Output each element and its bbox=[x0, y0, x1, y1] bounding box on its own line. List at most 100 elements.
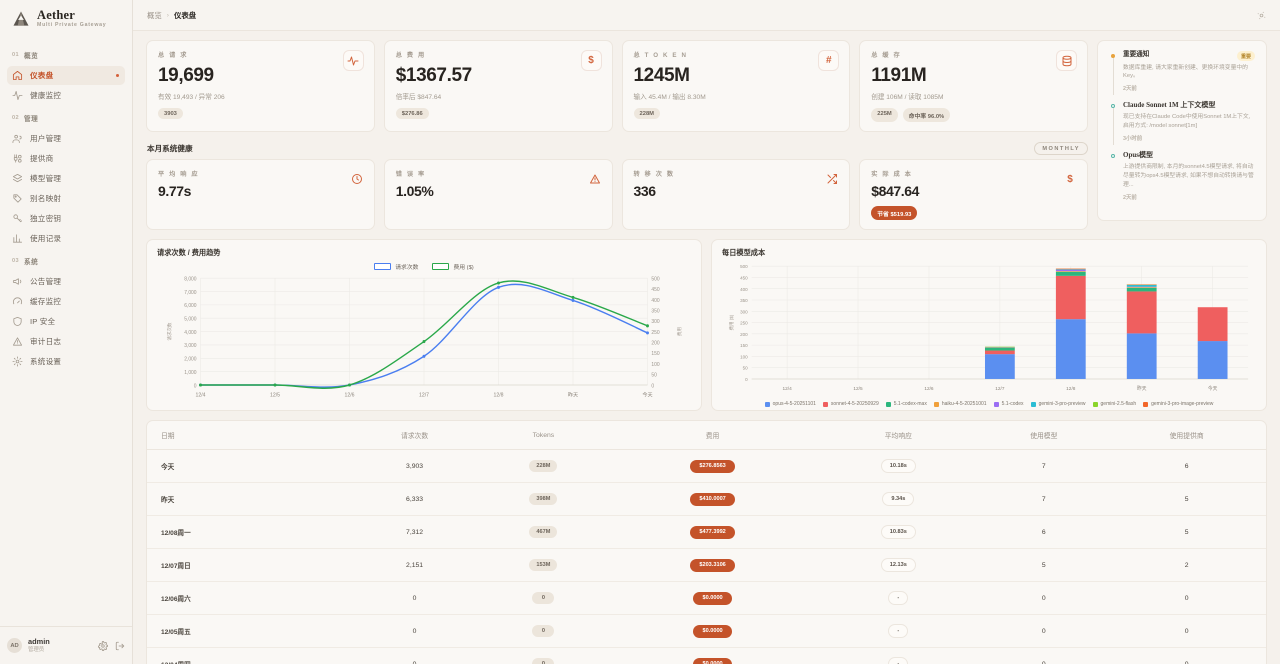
legend-item[interactable]: gemini-3-pro-preview bbox=[1030, 401, 1086, 407]
legend-item[interactable]: gemini-2.5-flash bbox=[1092, 401, 1136, 407]
stat-card: 总 缓 存 1191M 创建 106M / 读取 1085M 225M 命中率 96.0… bbox=[859, 40, 1088, 132]
notice-time: 2天前 bbox=[1123, 86, 1137, 93]
svg-text:300: 300 bbox=[651, 319, 659, 325]
legend-label: 5.1-codex-max bbox=[893, 401, 927, 408]
sidebar-item-系统设置[interactable]: 系统设置 bbox=[7, 352, 125, 371]
legend-label: sonnet-4-5-20250929 bbox=[830, 401, 879, 408]
logout-icon[interactable] bbox=[114, 640, 125, 651]
legend-item[interactable]: gemini-3-pro-image-preview bbox=[1143, 401, 1213, 407]
settings-icon[interactable] bbox=[1255, 9, 1268, 22]
cell-providers: 6 bbox=[1107, 449, 1266, 483]
svg-text:100: 100 bbox=[740, 354, 748, 359]
sidebar-item-IP 安全[interactable]: IP 安全 bbox=[7, 312, 125, 331]
table-col-header[interactable]: 请求次数 bbox=[351, 421, 479, 450]
sidebar-item-缓存监控[interactable]: 缓存监控 bbox=[7, 292, 125, 311]
table-row[interactable]: 12/06周六 0 0 $0.0000-0 0 bbox=[147, 581, 1266, 615]
brand[interactable]: Aether Multi Private Gateway bbox=[0, 0, 132, 41]
period-pill[interactable]: MONTHLY bbox=[1034, 142, 1088, 155]
svg-text:500: 500 bbox=[651, 276, 659, 282]
table-row[interactable]: 12/08周一 7,312 467M $477.3992 10.83s 6 5 bbox=[147, 515, 1266, 549]
svg-text:450: 450 bbox=[651, 287, 659, 293]
sidebar-item-公告管理[interactable]: 公告管理 bbox=[7, 272, 125, 291]
megaphone-icon bbox=[12, 276, 23, 287]
stat-value: 336 bbox=[633, 183, 657, 199]
sidebar-item-label: 用户管理 bbox=[30, 134, 62, 143]
cell-tokens: 0 bbox=[478, 614, 609, 648]
nav-group-number: 02 bbox=[12, 115, 20, 121]
user-role: 管理员 bbox=[28, 646, 45, 653]
legend-item[interactable]: 请求次数 bbox=[374, 262, 418, 271]
sidebar-item-仪表盘[interactable]: 仪表盘 bbox=[7, 66, 125, 85]
table-col-header[interactable]: 费用 bbox=[608, 421, 817, 450]
cell-tokens: 228M bbox=[478, 449, 609, 483]
response-chip: 10.18s bbox=[880, 459, 916, 473]
cell-fee: $203.3106 bbox=[608, 548, 817, 582]
cell-date: 12/05周五 bbox=[147, 614, 352, 648]
sidebar-item-健康监控[interactable]: 健康监控 bbox=[7, 86, 125, 105]
sidebar-item-label: 仪表盘 bbox=[30, 71, 54, 80]
table-col-header[interactable]: 使用模型 bbox=[980, 421, 1108, 450]
sidebar: Aether Multi Private Gateway 01 概览 仪表盘 健康监控… bbox=[0, 0, 133, 664]
sidebar-item-审计日志[interactable]: 审计日志 bbox=[7, 332, 125, 351]
cell-response: - bbox=[816, 614, 981, 648]
model-cost-chart-title: 每日模型成本 bbox=[722, 248, 766, 257]
cell-date: 12/04周四 bbox=[147, 647, 352, 664]
svg-text:12/6: 12/6 bbox=[924, 386, 934, 392]
plug-icon bbox=[12, 153, 23, 164]
legend-item[interactable]: 5.1-codex-max bbox=[885, 401, 927, 408]
sidebar-item-别名映射[interactable]: 别名映射 bbox=[7, 189, 125, 208]
home-icon bbox=[12, 70, 23, 81]
key-icon bbox=[12, 213, 23, 224]
table-col-header[interactable]: 使用提供商 bbox=[1107, 421, 1266, 450]
cell-providers: 0 bbox=[1107, 581, 1266, 615]
table-row[interactable]: 昨天 6,333 398M $410.0007 9.34s 7 5 bbox=[147, 482, 1266, 516]
svg-text:12/4: 12/4 bbox=[783, 386, 793, 392]
stat-sub: 倍率后 $847.64 bbox=[395, 94, 442, 101]
table-row[interactable]: 今天 3,903 228M $276.8563 10.18s 7 6 bbox=[147, 449, 1266, 483]
sidebar-item-模型管理[interactable]: 模型管理 bbox=[7, 169, 125, 188]
table-row[interactable]: 12/04周四00$0.0000-00 bbox=[147, 647, 1266, 664]
token-chip: 0 bbox=[532, 658, 555, 664]
stat-card: 转 移 次 数 336 bbox=[621, 159, 851, 230]
notice-rail bbox=[1109, 51, 1116, 96]
table-col-header[interactable]: 平均响应 bbox=[816, 421, 981, 450]
notice-badge: 重要 bbox=[1236, 51, 1255, 61]
cell-requests: 0 bbox=[351, 581, 479, 615]
breadcrumb: 概览 › 仪表盘 bbox=[147, 10, 196, 21]
legend-item[interactable]: 费用 ($) bbox=[432, 262, 474, 271]
health-section-title: 本月系统健康 bbox=[147, 144, 193, 153]
sidebar-item-提供商[interactable]: 提供商 bbox=[7, 149, 125, 168]
svg-text:12/7: 12/7 bbox=[419, 392, 429, 398]
svg-text:500: 500 bbox=[740, 264, 748, 269]
stat-label: 总 请 求 bbox=[158, 52, 189, 59]
notice-item[interactable]: Claude Sonnet 1M 上下文模型 现已支持在Claude Code中使… bbox=[1109, 101, 1255, 151]
stat-label: 实 际 成 本 bbox=[871, 171, 913, 178]
table-col-header[interactable]: 日期 bbox=[147, 421, 352, 450]
response-chip: - bbox=[888, 591, 909, 605]
sidebar-item-label: 健康监控 bbox=[30, 91, 62, 100]
sidebar-item-独立密钥[interactable]: 独立密钥 bbox=[7, 209, 125, 228]
breadcrumb-parent[interactable]: 概览 bbox=[147, 10, 162, 20]
stat-card: 总 费 用 $1367.57 倍率后 $847.64 $276.86 $ bbox=[383, 40, 613, 132]
notice-item[interactable]: Opus模型 上游提供商限制, 本月的sonnet4.5模型请求, 将自动尽量转为… bbox=[1109, 151, 1255, 210]
response-chip: - bbox=[888, 657, 909, 664]
table-row[interactable]: 12/07周日 2,151 153M $203.3106 12.13s 5 2 bbox=[147, 548, 1266, 582]
notice-item[interactable]: 重要通知 重要 数据库重建, 请大家重新创建、更换环境变量中的Key。 2天前 bbox=[1109, 51, 1255, 101]
stat-value: 9.77s bbox=[158, 183, 192, 199]
sidebar-item-使用记录[interactable]: 使用记录 bbox=[7, 229, 125, 248]
gear-icon[interactable] bbox=[97, 640, 108, 651]
legend-label: haiku-4-5-20251001 bbox=[941, 401, 987, 408]
legend-item[interactable]: opus-4-5-20251101 bbox=[764, 401, 816, 407]
notice-bullet-icon bbox=[1110, 154, 1115, 159]
table-row[interactable]: 12/05周五 0 0 $0.0000-0 0 bbox=[147, 614, 1266, 648]
svg-text:请求次数: 请求次数 bbox=[166, 322, 173, 341]
svg-text:12/7: 12/7 bbox=[995, 386, 1005, 392]
svg-text:昨天: 昨天 bbox=[1137, 385, 1147, 392]
legend-item[interactable]: sonnet-4-5-20250929 bbox=[822, 401, 879, 408]
legend-item[interactable]: haiku-4-5-20251001 bbox=[933, 401, 987, 408]
sidebar-item-用户管理[interactable]: 用户管理 bbox=[7, 129, 125, 148]
legend-item[interactable]: 5.1-codex bbox=[993, 401, 1024, 407]
svg-text:12/4: 12/4 bbox=[196, 392, 206, 398]
svg-text:3,000: 3,000 bbox=[184, 343, 197, 349]
table-col-header[interactable]: Tokens bbox=[478, 421, 609, 450]
